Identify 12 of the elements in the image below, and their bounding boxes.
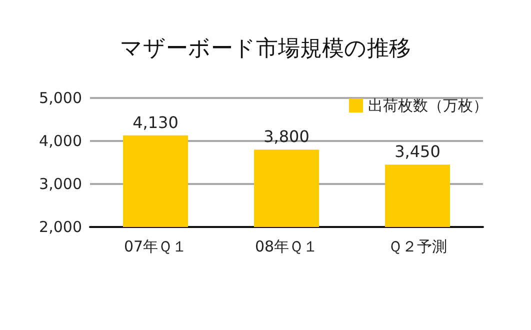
x-tick-label: 08年Ｑ１ [254, 238, 318, 256]
y-tick-label: 3,000 [39, 175, 82, 193]
y-tick-label: 4,000 [39, 132, 82, 150]
x-tick-label: Ｑ２予測 [388, 238, 447, 256]
chart-title: マザーボード市場規模の推移 [120, 36, 411, 62]
data-label: 3,800 [264, 127, 310, 146]
x-tick-label: 07年Ｑ１ [124, 238, 188, 256]
legend-label: 出荷枚数（万枚） [368, 96, 488, 114]
data-label: 3,450 [394, 142, 440, 162]
y-tick-label: 5,000 [39, 89, 82, 107]
y-tick-label: 2,000 [39, 218, 82, 236]
data-label: 4,130 [132, 112, 178, 132]
